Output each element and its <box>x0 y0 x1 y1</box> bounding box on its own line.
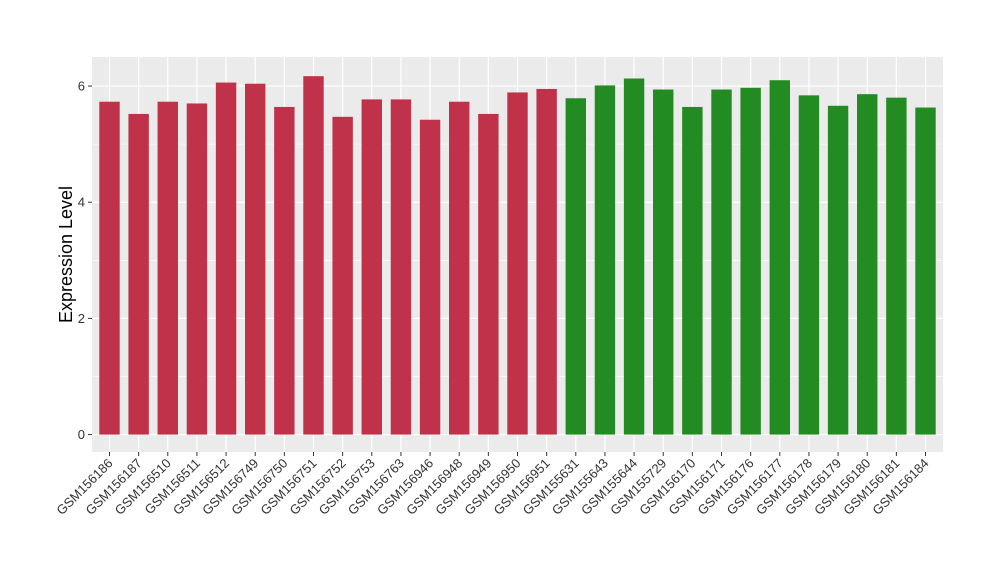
bar-GSM156946 <box>419 119 441 435</box>
y-tick-label: 4 <box>78 195 85 210</box>
bar-GSM156181 <box>886 97 907 435</box>
y-tick-label: 6 <box>78 79 85 94</box>
y-axis: 0 2 4 6 <box>78 79 92 442</box>
bar-GSM156763 <box>390 99 412 435</box>
bar-GSM156950 <box>507 92 528 435</box>
bar-GSM156186 <box>99 101 120 435</box>
bar-GSM156510 <box>157 101 178 435</box>
bar-GSM156751 <box>303 76 324 435</box>
bar-GSM156752 <box>332 116 353 435</box>
bar-GSM156948 <box>449 101 470 435</box>
bar-GSM156170 <box>682 106 703 435</box>
bar-GSM156177 <box>769 80 790 435</box>
bar-GSM155643 <box>594 85 616 435</box>
bar-GSM155644 <box>623 78 645 435</box>
bar-GSM156951 <box>536 88 557 435</box>
bar-GSM156512 <box>215 82 237 435</box>
bar-GSM156184 <box>915 107 936 435</box>
bar-GSM156179 <box>827 105 849 435</box>
y-axis-title: Expression Level <box>56 186 76 323</box>
bar-GSM155631 <box>565 98 586 435</box>
bar-GSM156949 <box>478 113 499 435</box>
bar-GSM156749 <box>245 83 266 435</box>
bar-GSM155729 <box>653 89 674 435</box>
bar-GSM156171 <box>711 89 732 435</box>
bar-series <box>99 76 936 435</box>
bar-GSM156178 <box>798 95 820 435</box>
bar-GSM156753 <box>361 99 382 435</box>
x-axis: GSM156186GSM156187GSM156510GSM156511GSM1… <box>53 452 932 518</box>
bar-GSM156511 <box>186 103 208 435</box>
bar-GSM156750 <box>274 106 295 435</box>
y-tick-label: 0 <box>78 427 85 442</box>
bar-GSM156187 <box>128 113 149 435</box>
y-tick-label: 2 <box>78 311 85 326</box>
bar-GSM156176 <box>740 87 761 435</box>
bar-GSM156180 <box>857 94 878 435</box>
